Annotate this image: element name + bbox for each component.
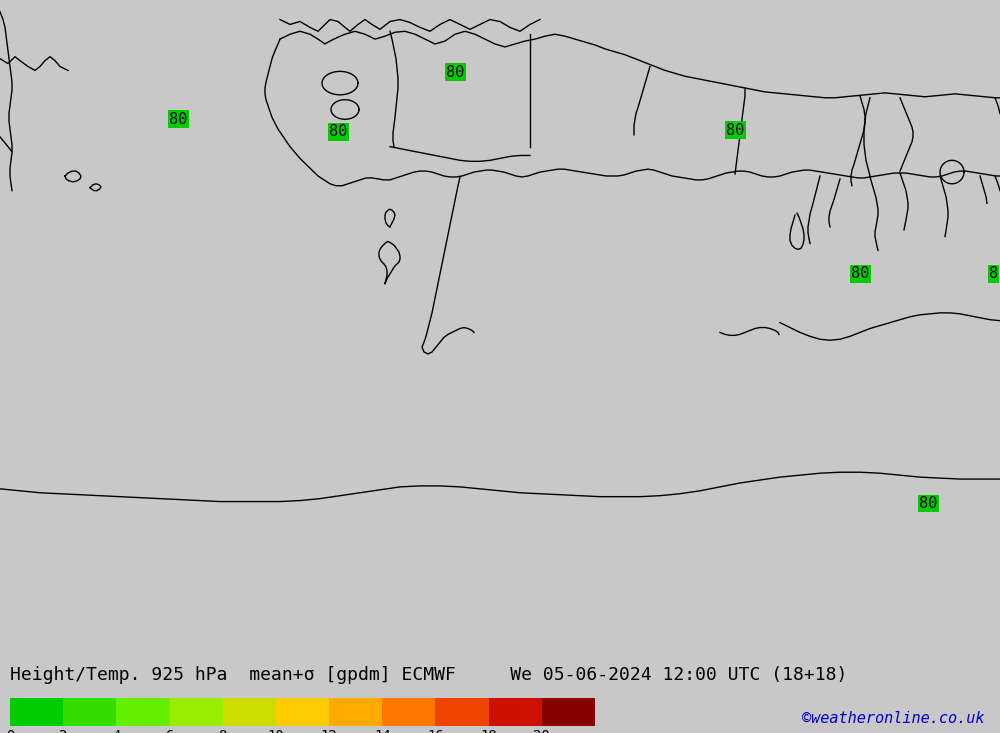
Text: 80: 80 [446, 65, 464, 80]
Bar [435, 698, 489, 726]
Text: 2: 2 [59, 729, 67, 733]
Text: 80: 80 [169, 111, 187, 127]
Text: 8: 8 [989, 266, 998, 281]
Text: 20: 20 [533, 729, 550, 733]
Bar [10, 698, 63, 726]
Text: 16: 16 [427, 729, 444, 733]
Bar [116, 698, 170, 726]
Text: 18: 18 [480, 729, 497, 733]
Bar [63, 698, 116, 726]
Text: 80: 80 [726, 122, 744, 138]
Text: 10: 10 [268, 729, 284, 733]
Text: 4: 4 [112, 729, 121, 733]
Bar [329, 698, 382, 726]
Text: 80: 80 [329, 125, 347, 139]
Text: 0: 0 [6, 729, 14, 733]
Text: 12: 12 [321, 729, 337, 733]
Text: 80: 80 [919, 496, 937, 511]
Text: Height/Temp. 925 hPa  mean+σ [gpdm] ECMWF     We 05-06-2024 12:00 UTC (18+18): Height/Temp. 925 hPa mean+σ [gpdm] ECMWF… [10, 666, 847, 684]
Text: 14: 14 [374, 729, 391, 733]
Text: 8: 8 [219, 729, 227, 733]
Text: ©weatheronline.co.uk: ©weatheronline.co.uk [802, 710, 985, 726]
Bar [489, 698, 542, 726]
Text: 6: 6 [165, 729, 174, 733]
Bar [542, 698, 595, 726]
Bar [276, 698, 329, 726]
Bar [223, 698, 276, 726]
Bar [170, 698, 223, 726]
Text: 80: 80 [851, 266, 869, 281]
Bar [382, 698, 435, 726]
